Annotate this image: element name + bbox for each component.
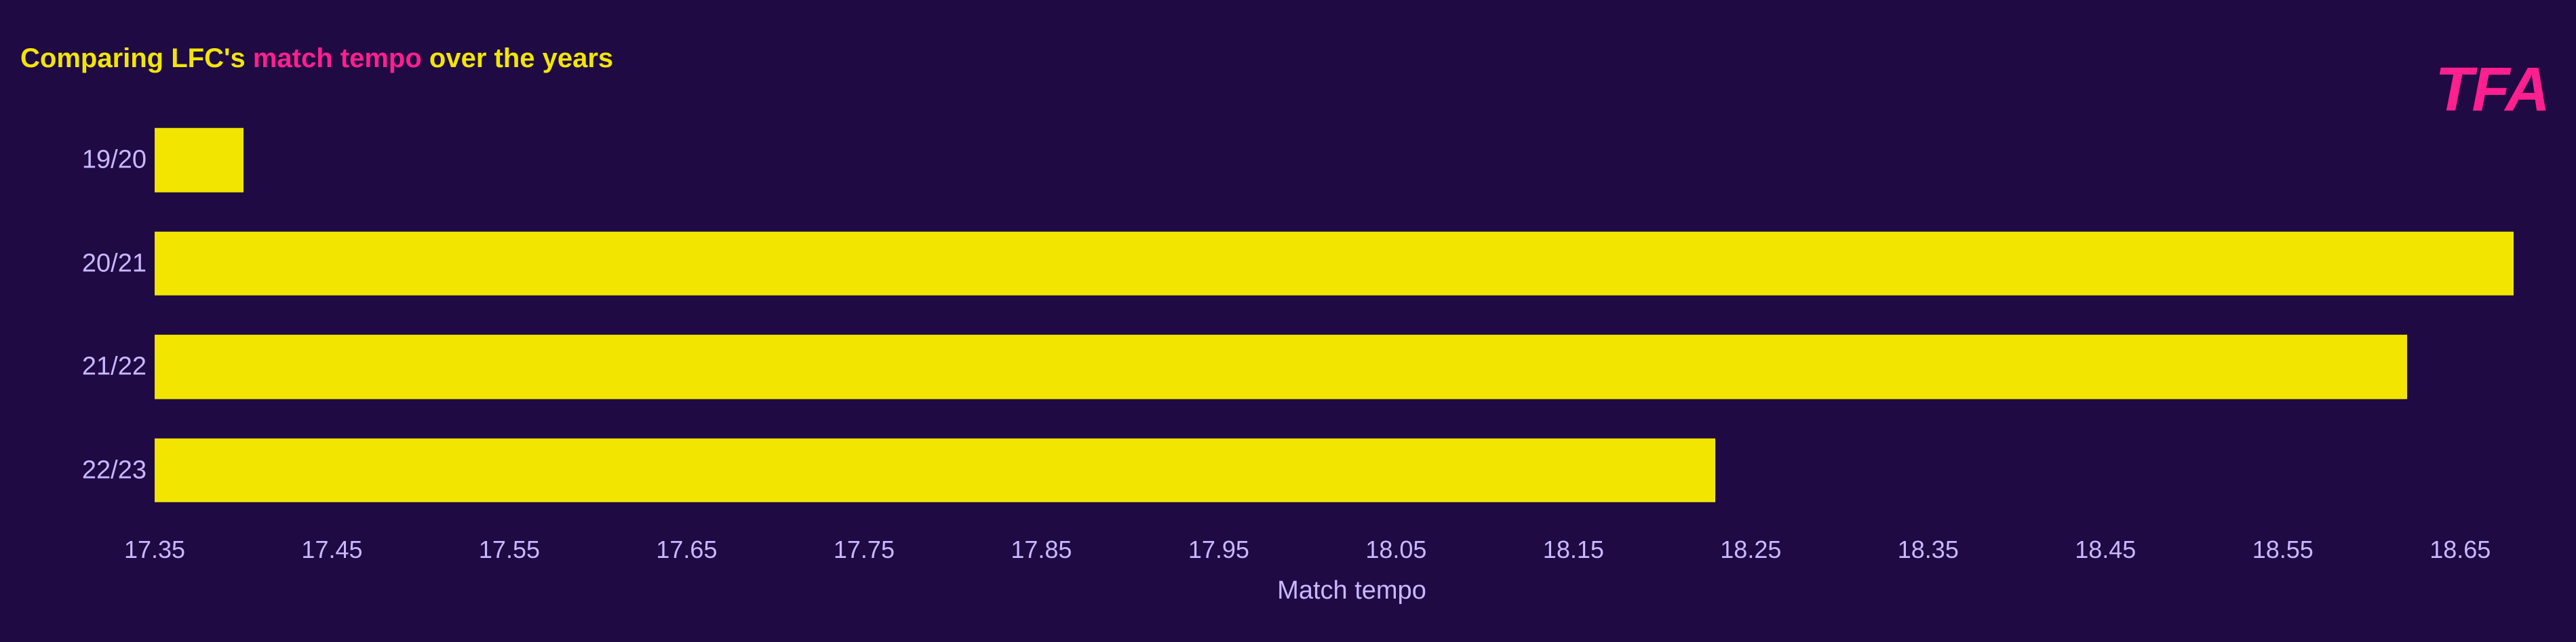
x-tick-label: 17.85 — [1011, 536, 1072, 564]
x-tick-label: 17.95 — [1188, 536, 1249, 564]
x-tick-label: 18.45 — [2075, 536, 2136, 564]
y-tick-label: 21/22 — [82, 353, 155, 382]
x-tick-label: 18.65 — [2429, 536, 2491, 564]
x-tick-label: 17.45 — [301, 536, 362, 564]
bar — [155, 335, 2407, 399]
x-tick-label: 17.75 — [834, 536, 895, 564]
bar — [155, 231, 2514, 296]
title-prefix: Comparing LFC's — [20, 43, 253, 73]
y-tick-label: 22/23 — [82, 456, 155, 485]
x-tick-label: 18.15 — [1543, 536, 1604, 564]
x-tick-label: 17.55 — [479, 536, 540, 564]
title-highlight: match tempo — [253, 43, 422, 73]
x-tick-label: 17.35 — [124, 536, 185, 564]
plot-area: 17.3517.4517.5517.6517.7517.8517.9518.05… — [155, 108, 2549, 522]
x-tick-label: 17.65 — [656, 536, 717, 564]
chart-root: Comparing LFC's match tempo over the yea… — [0, 0, 2576, 642]
chart-title: Comparing LFC's match tempo over the yea… — [20, 43, 613, 74]
title-suffix: over the years — [422, 43, 613, 73]
x-tick-label: 18.35 — [1898, 536, 1959, 564]
bar — [155, 128, 243, 193]
x-tick-label: 18.25 — [1720, 536, 1781, 564]
x-tick-label: 18.05 — [1365, 536, 1426, 564]
x-axis-label: Match tempo — [1277, 576, 1426, 605]
x-tick-label: 18.55 — [2252, 536, 2314, 564]
y-tick-label: 20/21 — [82, 249, 155, 278]
y-tick-label: 19/20 — [82, 146, 155, 175]
bar — [155, 438, 1715, 502]
